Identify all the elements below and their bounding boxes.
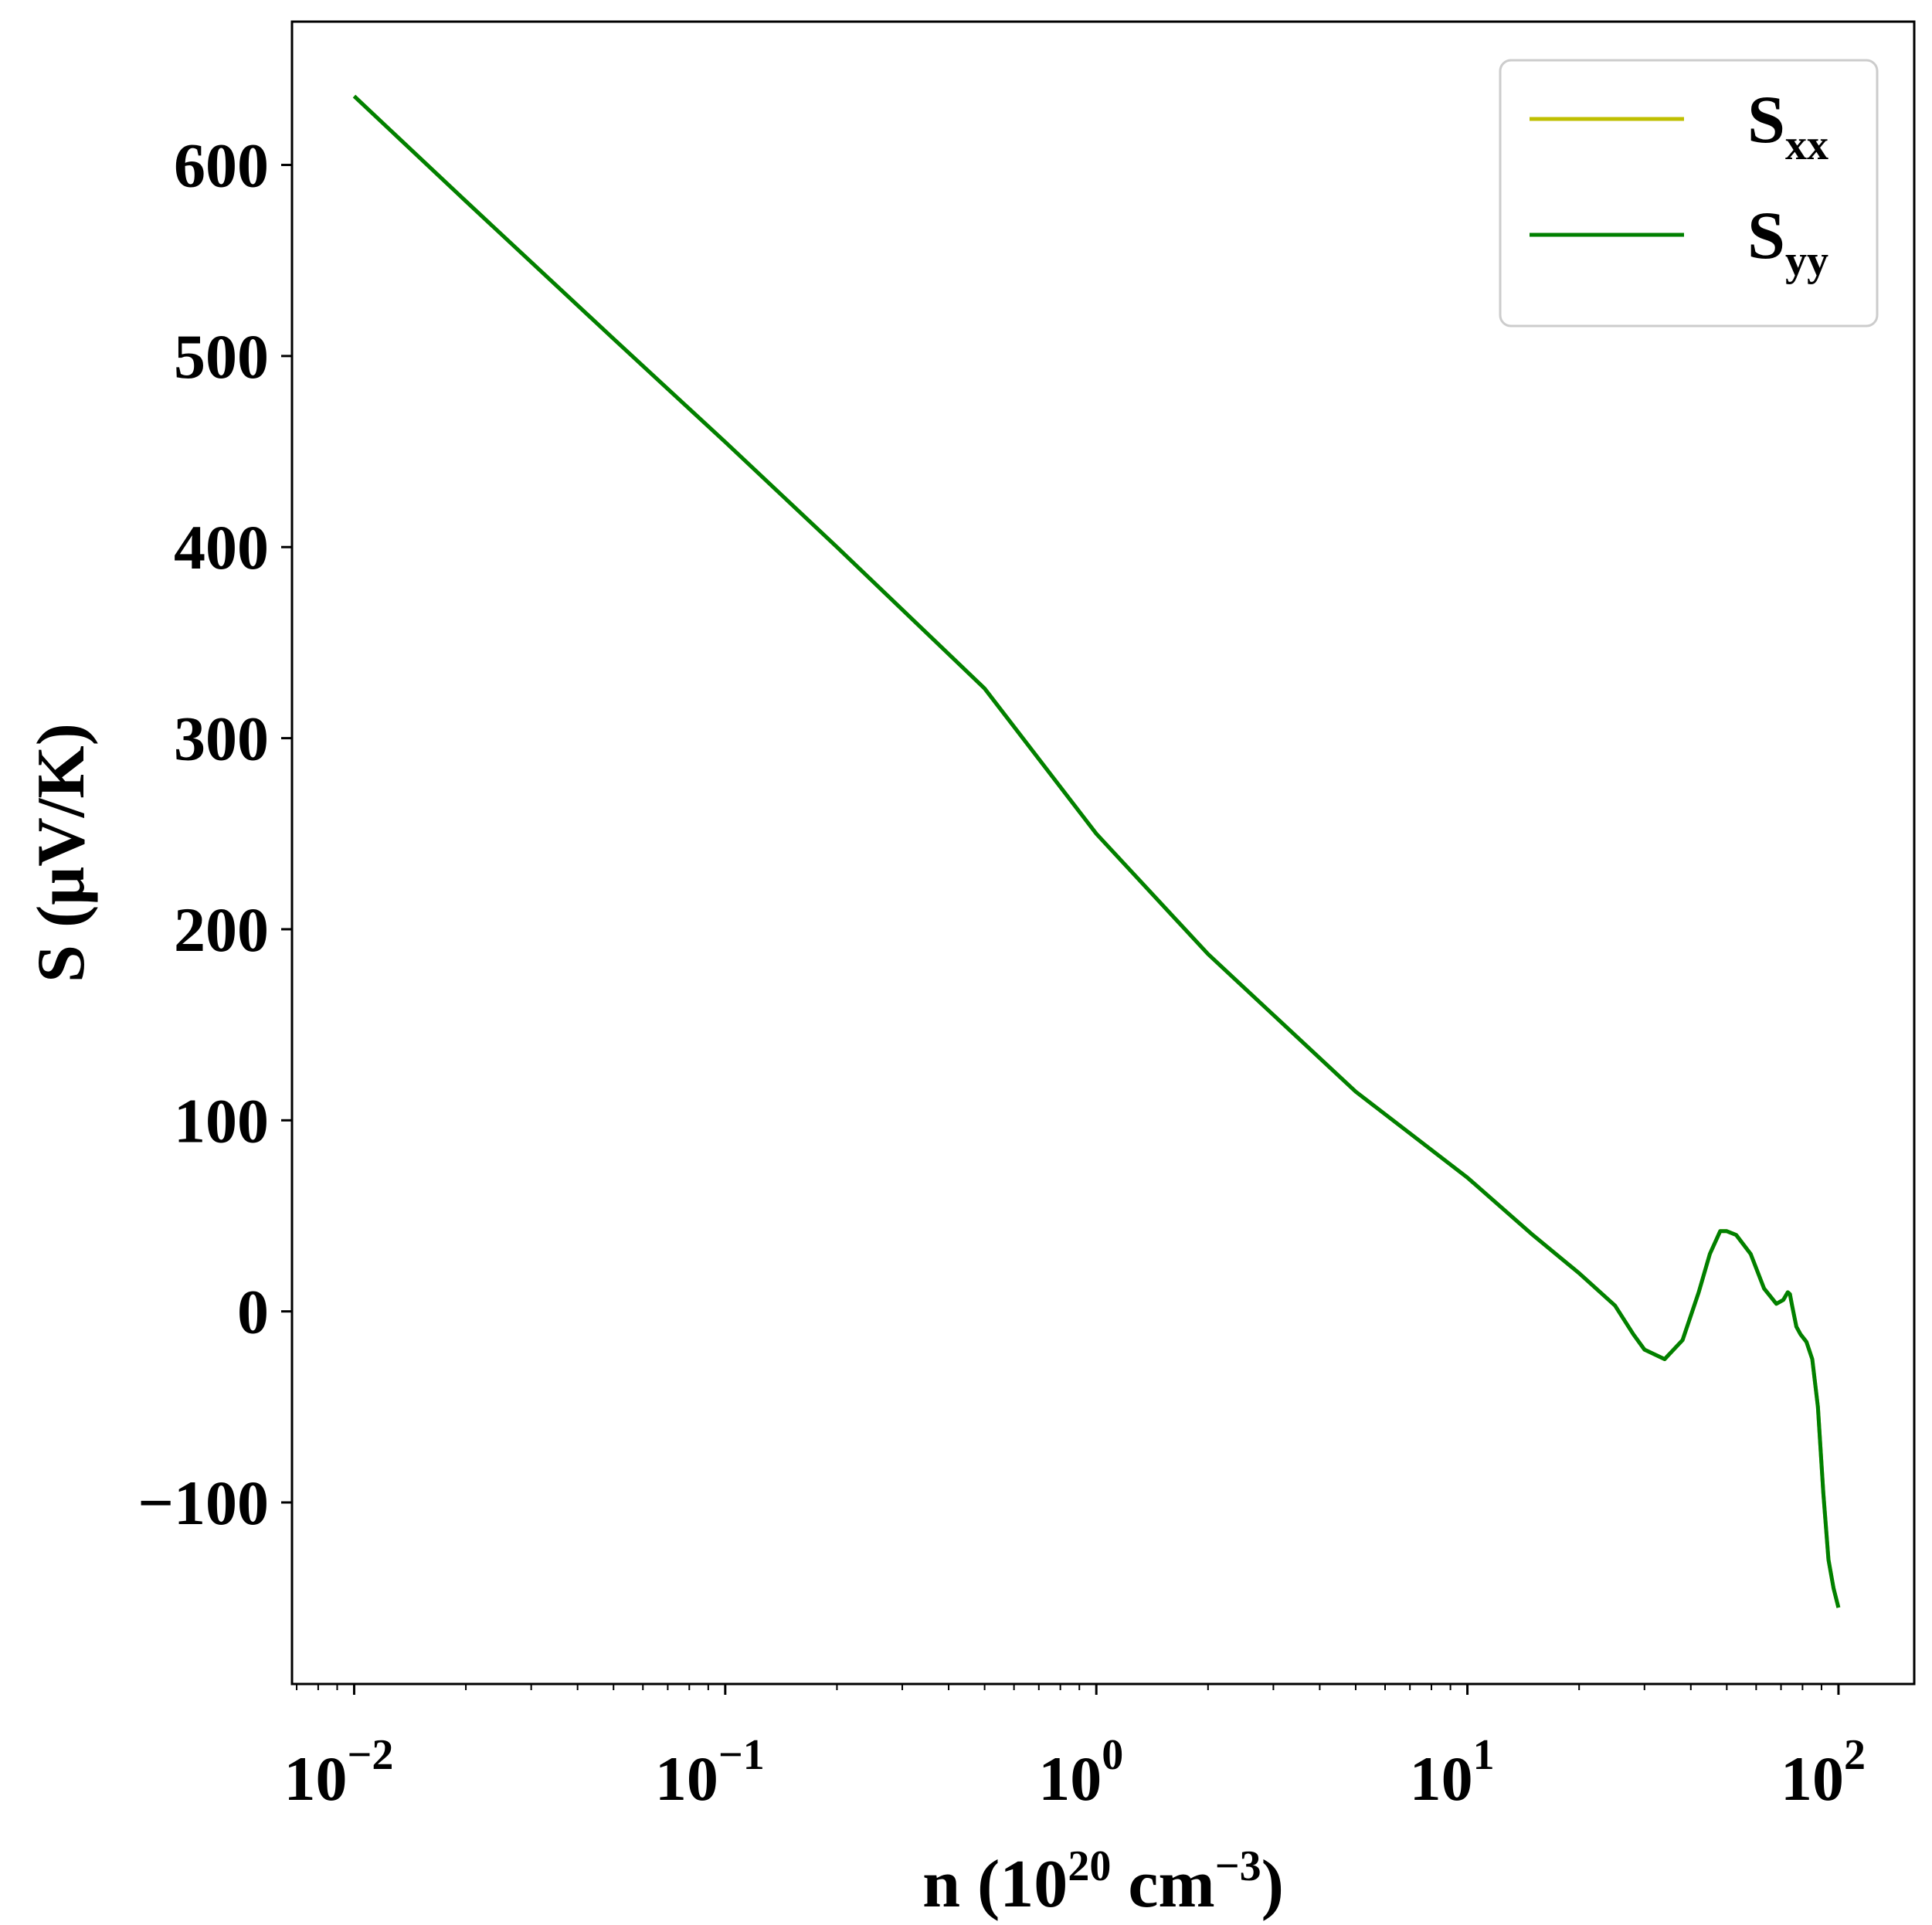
- y-axis-label: S (μV/K): [24, 723, 99, 983]
- x-axis-label-sup-2: −3: [1215, 1842, 1261, 1890]
- y-tick-label: 500: [174, 321, 269, 392]
- y-tick-label: 400: [174, 512, 269, 582]
- x-axis-label-sup-1: 20: [1068, 1842, 1111, 1890]
- y-tick-label: −100: [138, 1468, 269, 1538]
- x-tick-label: 10−2: [284, 1731, 393, 1814]
- x-axis-label-prefix: n (10: [922, 1847, 1068, 1922]
- plot-frame: [290, 20, 1916, 1686]
- x-axis-label: n (1020 cm−3): [922, 1842, 1284, 1922]
- x-axis-label-mid: cm: [1111, 1847, 1214, 1922]
- y-tick-label: 600: [174, 131, 269, 201]
- legend-box: [1499, 59, 1879, 328]
- legend: Sxx Syy: [1499, 59, 1879, 328]
- axes: −100 0 100 200 300 400 500 600 10−2 10−1 100 101 102: [138, 20, 1916, 1814]
- y-tick-label: 300: [174, 704, 269, 774]
- x-tick-label: 10−1: [655, 1731, 765, 1814]
- x-tick-label: 100: [1038, 1731, 1123, 1814]
- legend-label-xx: Sxx: [1747, 83, 1828, 169]
- x-tick-label: 102: [1781, 1731, 1866, 1814]
- legend-label-yy: Syy: [1747, 199, 1828, 285]
- y-tick-label: 0: [237, 1277, 269, 1347]
- y-tick-label: 200: [174, 895, 269, 965]
- x-tick-label: 101: [1410, 1731, 1495, 1814]
- y-tick-label: 100: [174, 1085, 269, 1156]
- series-line-yy: [352, 94, 1841, 1608]
- plot-area: [352, 94, 1841, 1608]
- x-axis-label-suffix: ): [1261, 1847, 1284, 1922]
